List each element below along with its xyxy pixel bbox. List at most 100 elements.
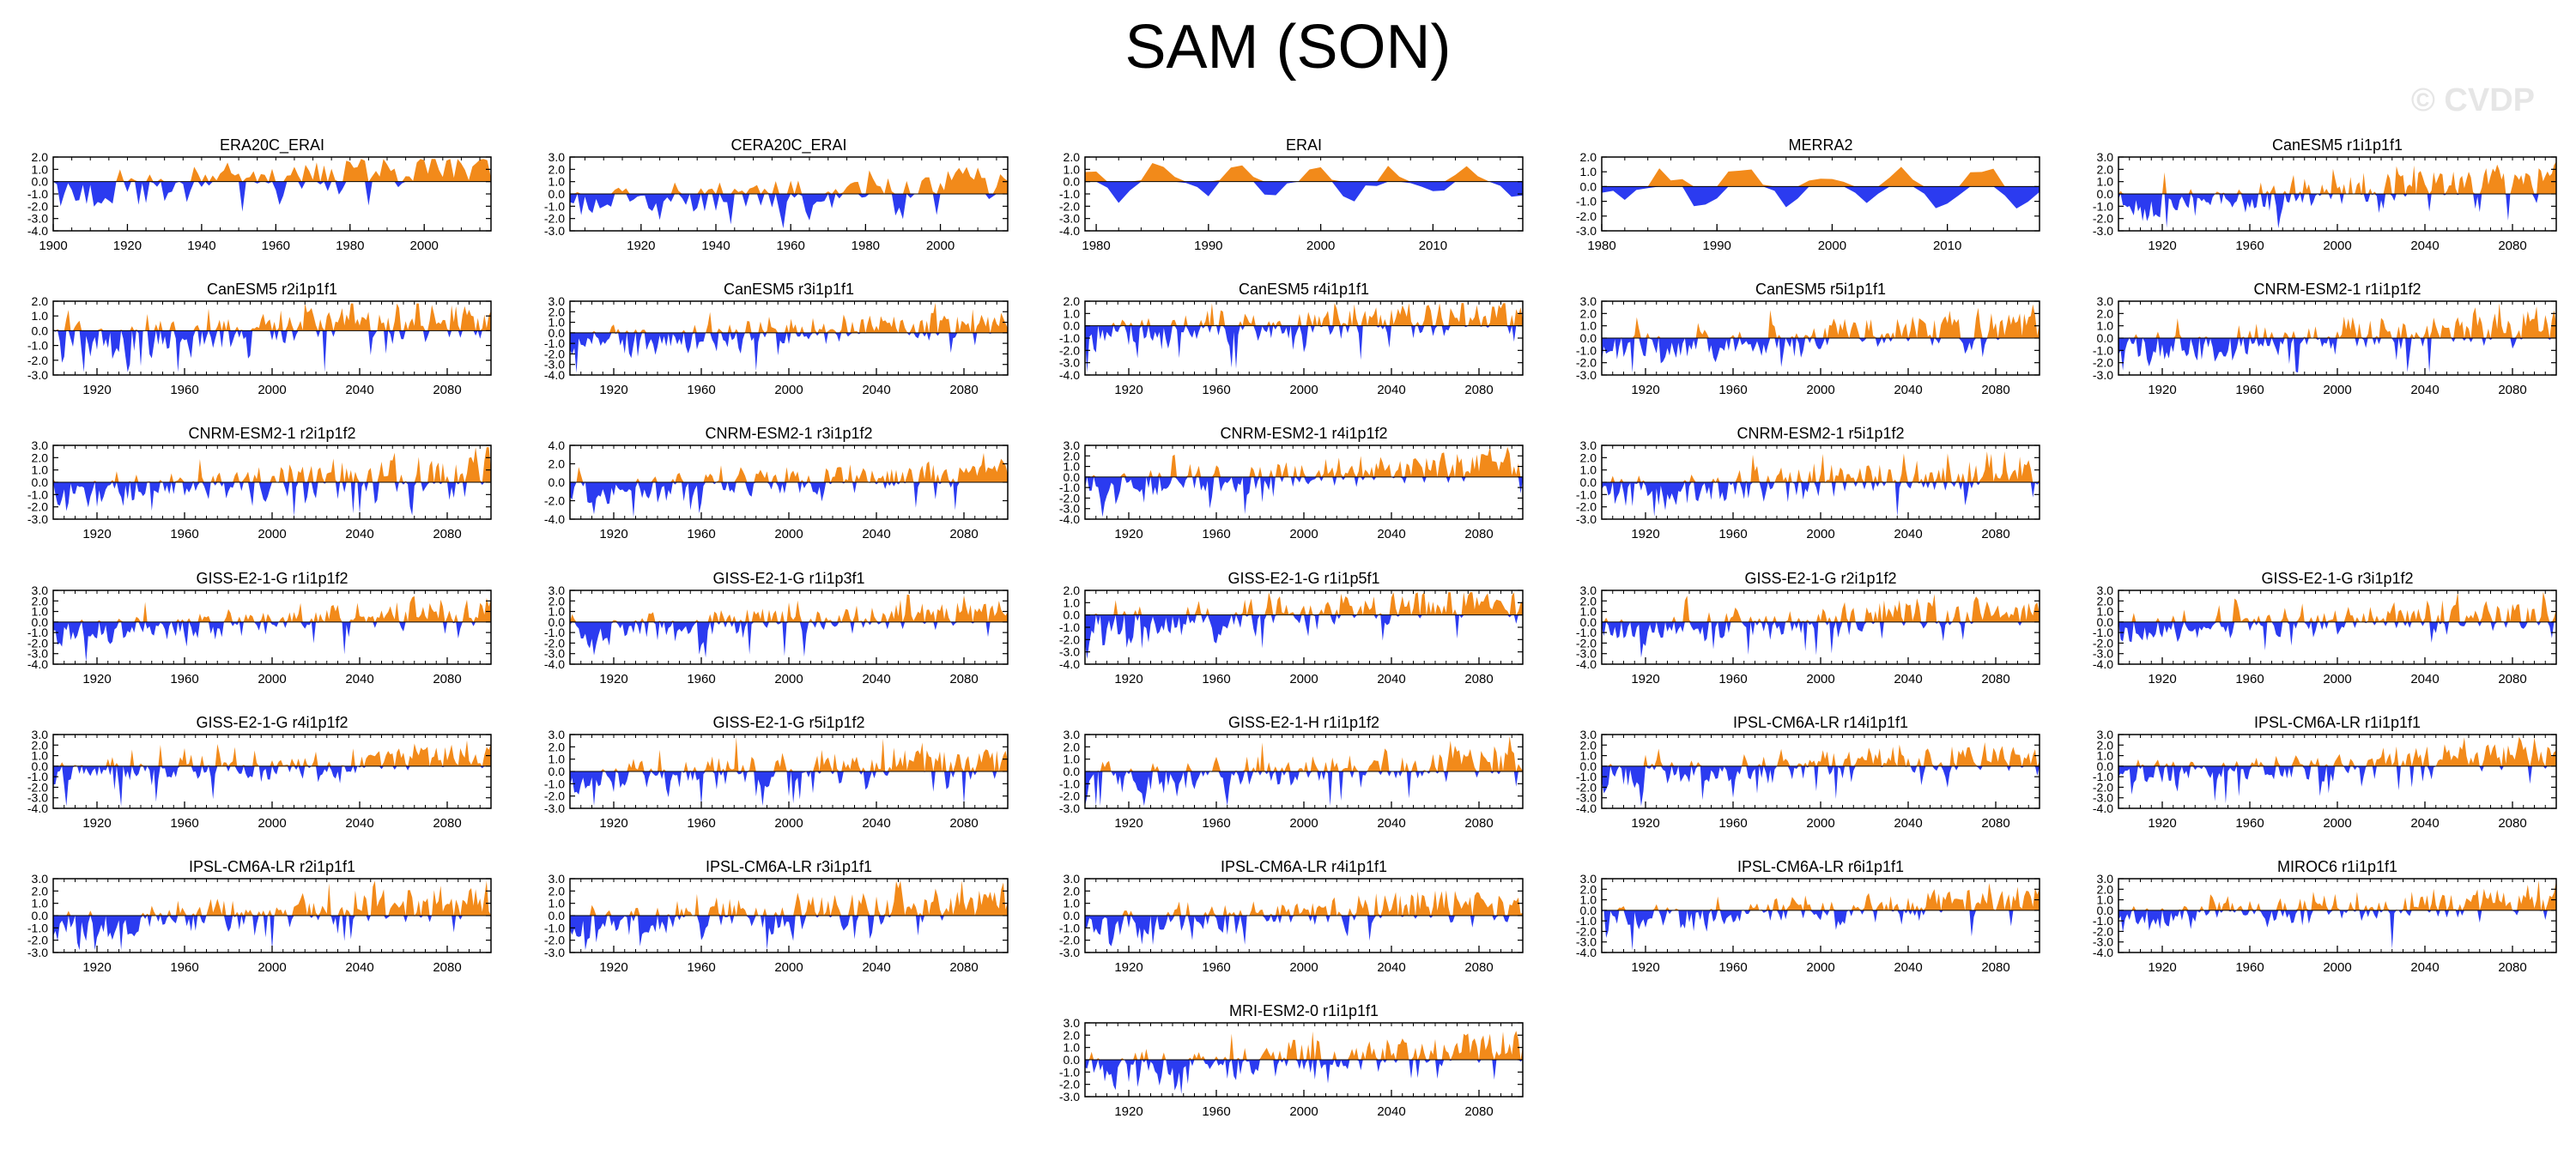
x-tick-label: 1920 (1631, 527, 1659, 541)
panel-8: CanESM5 r4i1p1f1 2.01.00.0-1.0-2.0-3.0-4.… (1059, 281, 1524, 397)
y-tick-label: 2.0 (549, 305, 566, 318)
y-tick-label: 3.0 (32, 728, 49, 741)
y-tick-label: 3.0 (2097, 584, 2114, 597)
y-tick-label: 0.0 (549, 326, 566, 340)
y-tick-label: -1.0 (1576, 626, 1597, 639)
y-tick-label: 1.0 (32, 897, 49, 910)
x-tick-label: 2080 (1464, 383, 1493, 397)
x-tick-label: 2080 (1464, 816, 1493, 831)
y-tick-label: -3.0 (27, 647, 48, 661)
y-tick-label: -4.0 (2093, 801, 2113, 815)
y-tick-label: -3.0 (2093, 368, 2113, 382)
panel-17: GISS-E2-1-G r1i1p3f1 3.02.01.00.0-1.0-2.0… (544, 570, 1009, 686)
negative-area (570, 916, 1008, 951)
y-tick-label: 2.0 (2097, 882, 2114, 896)
negative-area (570, 194, 1008, 229)
x-tick-label: 2080 (433, 672, 461, 686)
panel-title: IPSL-CM6A-LR r14i1p1f1 (1733, 714, 1908, 731)
y-tick-label: 2.0 (1580, 594, 1597, 608)
y-tick-label: -3.0 (544, 801, 565, 815)
negative-area (570, 332, 1008, 373)
y-tick-label: 2.0 (549, 594, 566, 608)
y-tick-label: 0.0 (549, 187, 566, 201)
x-tick-label: 2040 (345, 527, 373, 541)
x-tick-label: 2040 (1377, 816, 1405, 831)
positive-area (1602, 594, 2040, 622)
x-tick-label: 2000 (1806, 672, 1834, 686)
y-tick-label: -3.0 (1576, 791, 1597, 805)
x-tick-label: 2040 (862, 527, 890, 541)
y-tick-label: 1.0 (2097, 605, 2114, 619)
positive-area (570, 880, 1008, 916)
x-tick-label: 2080 (1981, 960, 2009, 975)
y-tick-label: 2.0 (32, 150, 49, 164)
y-tick-label: -1.0 (27, 187, 48, 201)
y-tick-label: -4.0 (544, 512, 565, 526)
x-tick-label: 1960 (1202, 1104, 1230, 1119)
panel-27: IPSL-CM6A-LR r3i1p1f1 3.02.01.00.0-1.0-2.… (544, 858, 1009, 975)
panel-title: CERA20C_ERAI (730, 136, 846, 154)
negative-area (1602, 338, 2040, 373)
x-tick-label: 2040 (345, 960, 373, 975)
plot-frame (1601, 156, 2040, 232)
x-tick-label: 2000 (1289, 816, 1318, 831)
y-tick-label: -4.0 (2093, 946, 2113, 959)
negative-area (1602, 765, 2040, 807)
x-tick-label: 2000 (258, 816, 286, 831)
y-tick-label: 3.0 (549, 584, 566, 597)
panel-title: IPSL-CM6A-LR r6i1p1f1 (1737, 858, 1904, 875)
x-tick-label: 2000 (2323, 816, 2351, 831)
y-tick-label: 3.0 (1580, 872, 1597, 886)
y-tick-label: -2.0 (1059, 632, 1080, 646)
x-tick-label: 1960 (1202, 383, 1230, 397)
y-tick-label: 1.0 (1064, 460, 1081, 474)
x-tick-label: 1920 (113, 239, 142, 253)
x-tick-label: 2080 (949, 383, 978, 397)
panel-title: GISS-E2-1-G r3i1p1f2 (2261, 570, 2413, 587)
panel-title: GISS-E2-1-G r1i1p1f2 (196, 570, 348, 587)
x-tick-label: 2040 (2410, 960, 2439, 975)
y-tick-label: -1.0 (544, 336, 565, 350)
x-tick-label: 1920 (1114, 816, 1143, 831)
positive-area (2118, 736, 2556, 766)
negative-area (53, 916, 491, 951)
y-tick-label: -2.0 (27, 354, 48, 367)
y-tick-label: 3.0 (1064, 1016, 1081, 1030)
y-tick-label: 0.0 (1064, 319, 1081, 333)
x-tick-label: 1920 (2148, 672, 2176, 686)
x-tick-label: 1920 (82, 672, 111, 686)
y-tick-label: -2.0 (27, 199, 48, 213)
y-tick-label: -2.0 (27, 636, 48, 650)
x-tick-label: 2080 (1464, 527, 1493, 541)
y-tick-label: 3.0 (1580, 728, 1597, 741)
x-tick-label: 2040 (862, 816, 890, 831)
x-tick-label: 2080 (1981, 672, 2009, 686)
negative-area (1085, 771, 1523, 807)
y-tick-label: -4.0 (27, 657, 48, 671)
figure-title: SAM (SON) (1124, 13, 1452, 82)
y-tick-label: 2.0 (549, 457, 566, 471)
y-tick-label: -3.0 (1059, 212, 1080, 226)
y-tick-label: -1.0 (1576, 770, 1597, 783)
y-tick-label: -1.0 (2093, 199, 2113, 213)
negative-area (53, 330, 491, 372)
y-tick-label: -3.0 (27, 368, 48, 382)
y-tick-label: -4.0 (1576, 946, 1597, 959)
panel-29: IPSL-CM6A-LR r6i1p1f1 3.02.01.00.0-1.0-2.… (1576, 858, 2040, 975)
y-tick-label: 3.0 (32, 438, 49, 452)
y-tick-label: 3.0 (2097, 294, 2114, 308)
x-tick-label: 1940 (187, 239, 215, 253)
panel-title: ERA20C_ERAI (220, 136, 324, 154)
x-tick-label: 1920 (1114, 383, 1143, 397)
x-tick-label: 2080 (433, 816, 461, 831)
x-tick-label: 1960 (776, 239, 804, 253)
x-tick-label: 2040 (1377, 1104, 1405, 1119)
y-tick-label: -1.0 (1059, 481, 1080, 494)
x-tick-label: 1920 (1114, 527, 1143, 541)
y-tick-label: 2.0 (32, 594, 49, 608)
x-tick-label: 2040 (1894, 527, 1922, 541)
x-tick-label: 1960 (170, 672, 198, 686)
y-tick-label: 2.0 (32, 451, 49, 464)
x-tick-label: 1990 (1194, 239, 1222, 253)
x-tick-label: 1920 (1114, 1104, 1143, 1119)
